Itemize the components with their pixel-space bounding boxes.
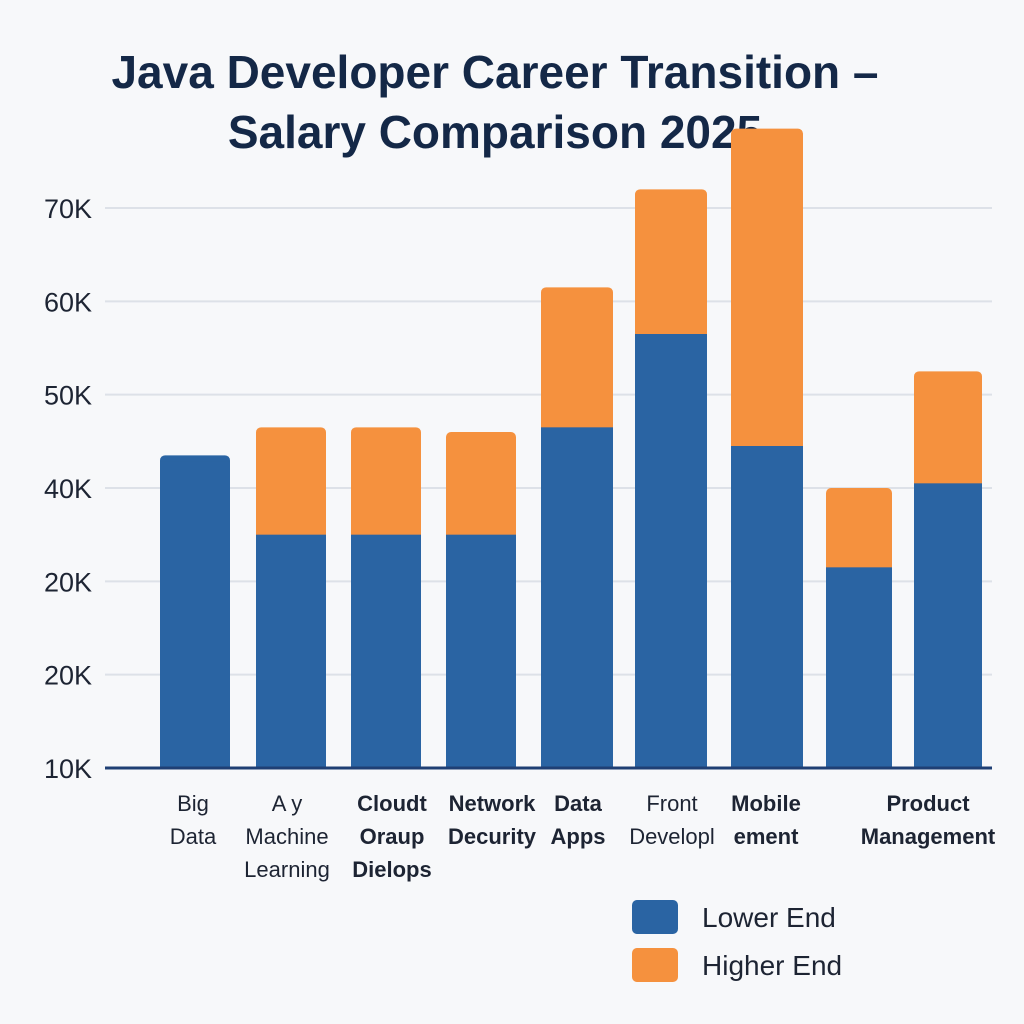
x-category-label: Mobile ement <box>731 791 801 849</box>
x-category-label: Data Apps <box>551 791 606 849</box>
bar-lower-end <box>635 334 707 768</box>
bar-higher-end <box>446 432 516 541</box>
bar-higher-end <box>541 287 613 434</box>
bar-higher-end <box>635 189 707 340</box>
bar-lower-end <box>826 567 892 768</box>
bar-higher-end <box>914 371 982 490</box>
legend-label: Higher End <box>702 950 842 981</box>
x-category-label: Front Developl <box>629 791 715 849</box>
bar-stack <box>914 371 982 768</box>
bar-stack <box>541 287 613 768</box>
bar-stack <box>446 432 516 768</box>
bar-stack <box>256 427 326 768</box>
bar-stack <box>351 427 421 768</box>
y-tick-label: 70K <box>44 194 92 224</box>
y-axis-tick-labels: 70K 60K 50K 40K 20K 20K 10K <box>44 194 92 784</box>
legend-swatch <box>632 948 678 982</box>
y-tick-label: 20K <box>44 661 92 691</box>
bar-lower-end <box>731 446 803 768</box>
bar-lower-end <box>446 534 516 768</box>
chart-title-line-2: Salary Comparison 2025 <box>227 106 763 158</box>
y-tick-label: 40K <box>44 474 92 504</box>
bar-lower-end <box>914 483 982 768</box>
bar-higher-end <box>256 427 326 541</box>
bar-stack <box>160 455 230 768</box>
legend-label: Lower End <box>702 902 836 933</box>
x-category-label: Network Decurity <box>448 791 537 849</box>
bar-lower-end-fill <box>160 461 230 768</box>
x-category-label: Cloudt Oraup Dielops <box>352 791 431 882</box>
legend: Lower End Higher End <box>632 900 842 982</box>
chart-title: Java Developer Career Transition – Salar… <box>0 42 990 162</box>
bar-lower-end <box>256 534 326 768</box>
bar-higher-end <box>351 427 421 541</box>
x-category-label: A y Machine Learning <box>244 791 330 882</box>
chart-title-line-1: Java Developer Career Transition – <box>111 46 879 98</box>
bars <box>160 128 982 768</box>
bar-stack <box>826 488 892 768</box>
y-tick-label: 50K <box>44 381 92 411</box>
x-category-label: Big Data <box>170 791 217 849</box>
y-tick-label: 20K <box>44 567 92 597</box>
bar-higher-end <box>826 488 892 574</box>
y-tick-label: 60K <box>44 287 92 317</box>
x-category-label: Product Management <box>861 791 996 849</box>
y-tick-label: 10K <box>44 754 92 784</box>
x-axis-category-labels: Big Data A y Machine Learning Cloudt Oraup Diel… <box>170 791 996 882</box>
bar-higher-end <box>731 128 803 452</box>
bar-lower-end <box>541 427 613 768</box>
legend-swatch <box>632 900 678 934</box>
bar-stack <box>731 128 803 768</box>
bar-lower-end <box>351 534 421 768</box>
bar-stack <box>635 189 707 768</box>
